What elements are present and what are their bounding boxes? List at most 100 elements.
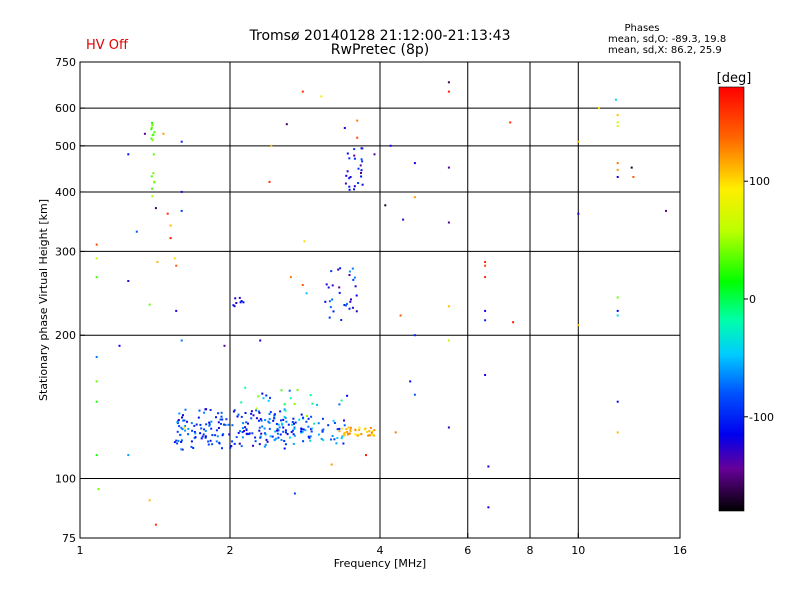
data-point [154, 207, 157, 210]
data-point [152, 172, 155, 175]
data-point [240, 300, 243, 302]
data-point [199, 423, 202, 426]
colorbar-tick-label: 100 [749, 175, 770, 188]
data-point [348, 307, 351, 310]
data-point [330, 463, 333, 466]
data-point [197, 416, 200, 419]
data-point [268, 180, 271, 183]
data-point [173, 441, 176, 444]
data-point [344, 182, 347, 185]
data-point [243, 430, 245, 433]
data-point [180, 441, 183, 443]
data-point [262, 397, 265, 400]
data-point [276, 432, 279, 435]
data-point [273, 413, 276, 416]
data-point [178, 412, 181, 415]
data-point [277, 429, 280, 432]
data-point [321, 430, 324, 433]
data-point [346, 170, 349, 173]
data-point [597, 107, 600, 110]
data-point [357, 167, 360, 170]
data-point [290, 431, 293, 433]
data-point [339, 267, 342, 270]
data-point [616, 309, 619, 312]
data-point [616, 162, 619, 165]
data-point [301, 284, 304, 286]
data-point [351, 306, 354, 309]
data-point [263, 427, 266, 430]
data-point [616, 296, 619, 299]
x-tick-label: 8 [527, 544, 534, 557]
data-point [343, 434, 346, 437]
data-point [269, 435, 272, 438]
y-axis-label: Stationary phase Virtual Height [km] [37, 199, 50, 401]
data-point [193, 424, 196, 427]
data-point [178, 425, 181, 428]
data-point [268, 418, 271, 420]
x-tick-label: 1 [77, 544, 84, 557]
data-point [349, 300, 352, 303]
data-point [273, 417, 276, 420]
data-point [447, 81, 450, 84]
data-point [330, 438, 332, 441]
data-point [282, 426, 285, 429]
data-point [303, 240, 306, 243]
data-point [233, 409, 236, 412]
data-point [447, 305, 450, 308]
data-point [309, 435, 312, 438]
data-point [340, 399, 343, 402]
data-point [250, 410, 253, 413]
data-point [348, 157, 351, 160]
data-point [203, 411, 206, 414]
data-point [150, 126, 153, 129]
data-point [204, 435, 207, 438]
data-point [265, 394, 268, 397]
data-point [577, 140, 580, 143]
data-point [360, 175, 363, 178]
data-point [348, 432, 351, 435]
data-point [200, 427, 203, 430]
data-point [186, 420, 188, 423]
data-point [277, 436, 280, 439]
data-point [135, 230, 138, 233]
data-point [169, 237, 172, 240]
data-point [285, 420, 288, 423]
data-point [331, 435, 334, 437]
data-point [180, 339, 183, 342]
data-point [283, 403, 286, 406]
data-point [366, 430, 369, 433]
data-point [291, 421, 294, 423]
data-point [214, 434, 217, 437]
data-point [345, 174, 348, 177]
data-point [245, 421, 248, 424]
data-point [616, 431, 619, 434]
data-point [289, 397, 292, 400]
data-point [255, 409, 258, 412]
data-point [352, 278, 355, 281]
data-point [632, 176, 635, 178]
data-point [394, 431, 397, 434]
data-point [231, 424, 234, 427]
data-point [342, 442, 345, 445]
data-point [179, 433, 182, 436]
data-point [348, 185, 351, 188]
data-point [368, 430, 371, 433]
data-point [269, 396, 271, 399]
data-point [317, 433, 320, 436]
data-point [343, 304, 346, 306]
data-point [271, 435, 274, 438]
data-point [279, 433, 282, 436]
data-point [340, 437, 343, 440]
data-point [346, 394, 349, 397]
data-point [413, 393, 416, 396]
data-point [292, 442, 295, 445]
data-point [260, 432, 263, 435]
data-point [215, 440, 218, 443]
data-point [199, 432, 202, 435]
data-point [343, 419, 345, 422]
data-point [616, 314, 619, 317]
colorbar-tick-label: -100 [749, 411, 774, 424]
data-point [361, 147, 364, 150]
data-point [209, 439, 212, 442]
data-point [288, 389, 291, 392]
